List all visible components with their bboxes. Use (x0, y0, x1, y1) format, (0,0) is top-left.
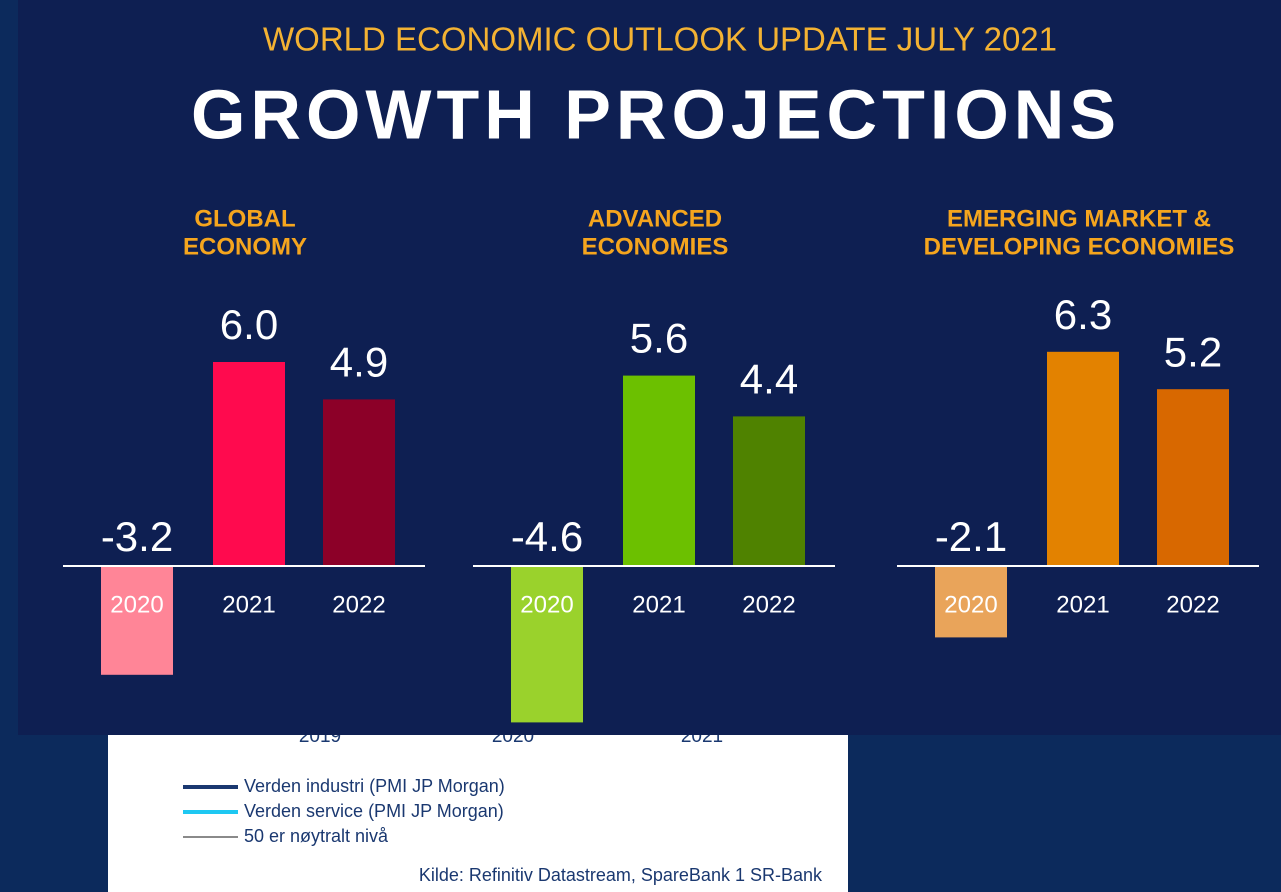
bar (623, 375, 695, 566)
bar (1047, 351, 1119, 566)
bar (511, 566, 583, 723)
chart-title: ECONOMY (183, 233, 307, 260)
x-tick-label: 2021 (1056, 591, 1109, 618)
value-label: 6.3 (1054, 291, 1112, 338)
x-tick-label: 2022 (332, 591, 385, 618)
chart-title: EMERGING MARKET & (947, 205, 1211, 232)
legend-label: Verden industri (PMI JP Morgan) (244, 776, 505, 796)
value-label: -3.2 (101, 513, 173, 560)
bar (101, 566, 173, 675)
bar (935, 566, 1007, 638)
x-tick-label: 2021 (222, 591, 275, 618)
x-tick-label: 2020 (944, 591, 997, 618)
chart-title: ECONOMIES (582, 233, 729, 260)
chart-title: ADVANCED (588, 205, 722, 232)
x-tick-label: 2022 (1166, 591, 1219, 618)
value-label: 4.9 (330, 338, 388, 385)
x-tick-label: 2020 (110, 591, 163, 618)
x-tick-label: 2022 (742, 591, 795, 618)
value-label: 5.6 (630, 315, 688, 362)
value-label: 6.0 (220, 301, 278, 348)
header-title: GROWTH PROJECTIONS (191, 75, 1121, 153)
value-label: 4.4 (740, 355, 798, 402)
bar (733, 416, 805, 566)
value-label: -2.1 (935, 513, 1007, 560)
source-note: Kilde: Refinitiv Datastream, SpareBank 1… (419, 865, 823, 885)
chart-title: GLOBAL (194, 205, 295, 232)
legend-label: 50 er nøytralt nivå (244, 826, 389, 846)
bar (1157, 389, 1229, 566)
bar (323, 399, 395, 566)
chart-title: DEVELOPING ECONOMIES (924, 233, 1235, 260)
x-tick-label: 2020 (520, 591, 573, 618)
value-label: -4.6 (511, 513, 583, 560)
x-tick-label: 2021 (632, 591, 685, 618)
header-subtitle: WORLD ECONOMIC OUTLOOK UPDATE JULY 2021 (263, 21, 1057, 58)
value-label: 5.2 (1164, 328, 1222, 375)
bar (213, 362, 285, 566)
legend-label: Verden service (PMI JP Morgan) (244, 801, 504, 821)
